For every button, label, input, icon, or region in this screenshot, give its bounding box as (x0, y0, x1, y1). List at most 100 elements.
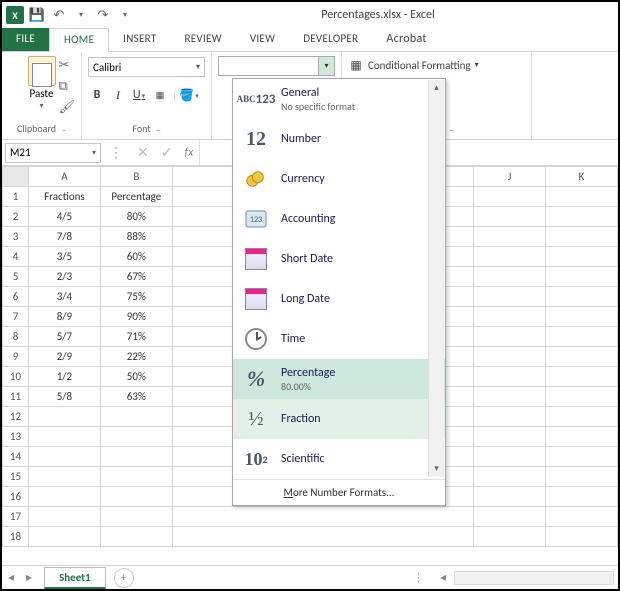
col-header[interactable]: A (29, 167, 101, 187)
cell[interactable] (474, 407, 546, 427)
row-header[interactable]: 7 (3, 307, 29, 327)
tab-file[interactable]: FILE (2, 28, 49, 51)
cell[interactable]: 1/2 (29, 367, 101, 387)
cell[interactable] (546, 267, 618, 287)
cell[interactable] (546, 407, 618, 427)
cell[interactable] (474, 387, 546, 407)
col-header[interactable]: J (474, 167, 546, 187)
cell[interactable] (546, 367, 618, 387)
cell[interactable]: 50% (100, 367, 172, 387)
tab-developer[interactable]: DEVELOPER (289, 28, 372, 51)
undo-dropdown-icon[interactable]: ▾ (72, 6, 90, 24)
cell[interactable]: 67% (100, 267, 172, 287)
nf-item-shortdate[interactable]: Short Date (233, 239, 445, 279)
undo-icon[interactable]: ↶ (50, 6, 68, 24)
row-header[interactable]: 6 (3, 287, 29, 307)
row-header[interactable]: 9 (3, 347, 29, 367)
tab-acrobat[interactable]: Acrobat (372, 28, 440, 51)
cell[interactable] (474, 247, 546, 267)
tab-home[interactable]: HOME (49, 28, 109, 52)
bold-button[interactable]: B (88, 86, 106, 104)
tab-review[interactable]: REVIEW (170, 28, 235, 51)
cell[interactable] (100, 527, 172, 547)
cell[interactable] (474, 527, 546, 547)
cell[interactable]: 2/9 (29, 347, 101, 367)
cell[interactable] (474, 427, 546, 447)
col-header[interactable]: K (546, 167, 618, 187)
cell[interactable] (474, 347, 546, 367)
row-header[interactable]: 18 (3, 527, 29, 547)
cancel-icon[interactable]: ✕ (131, 144, 155, 161)
enter-icon[interactable]: ✓ (155, 144, 179, 161)
conditional-formatting-button[interactable]: ▦ Conditional Formatting ▾ (348, 56, 525, 74)
cell[interactable] (474, 187, 546, 207)
tab-insert[interactable]: INSERT (109, 28, 170, 51)
cell[interactable] (100, 447, 172, 467)
row-header[interactable]: 3 (3, 227, 29, 247)
row-header[interactable]: 17 (3, 507, 29, 527)
select-all-corner[interactable] (3, 167, 29, 187)
cell[interactable]: 4/5 (29, 207, 101, 227)
cell[interactable] (29, 487, 101, 507)
col-header[interactable]: B (100, 167, 172, 187)
cell[interactable] (100, 487, 172, 507)
cell[interactable] (546, 507, 618, 527)
cell[interactable]: 2/3 (29, 267, 101, 287)
cell[interactable] (100, 407, 172, 427)
cell[interactable] (546, 327, 618, 347)
font-name-combo[interactable]: Calibri ▾ (88, 57, 205, 77)
cell[interactable] (474, 507, 546, 527)
fx-icon[interactable]: fx (178, 146, 199, 160)
cell[interactable] (546, 287, 618, 307)
row-header[interactable]: 2 (3, 207, 29, 227)
hscroll-left-icon[interactable]: ◂ (434, 570, 452, 585)
cell[interactable]: 80% (100, 207, 172, 227)
cell[interactable] (546, 227, 618, 247)
cell[interactable] (29, 527, 101, 547)
cell[interactable] (29, 407, 101, 427)
horizontal-scrollbar[interactable] (454, 571, 614, 585)
cell[interactable] (474, 267, 546, 287)
cell[interactable] (29, 467, 101, 487)
cell[interactable]: 8/9 (29, 307, 101, 327)
nf-item-currency[interactable]: Currency (233, 159, 445, 199)
cell[interactable] (474, 487, 546, 507)
cell[interactable] (546, 247, 618, 267)
row-header[interactable]: 15 (3, 467, 29, 487)
cell[interactable] (474, 447, 546, 467)
cell[interactable] (100, 507, 172, 527)
cell[interactable] (100, 467, 172, 487)
format-painter-icon[interactable]: 🖌 (58, 100, 75, 115)
paste-dropdown-icon[interactable]: ▾ (39, 101, 43, 111)
tab-split-handle[interactable]: ⋮ (405, 571, 432, 584)
cell[interactable]: 90% (100, 307, 172, 327)
cell[interactable] (546, 207, 618, 227)
cut-icon[interactable]: ✂ (58, 58, 75, 73)
name-box[interactable]: M21 ▾ (5, 143, 101, 163)
nf-item-fraction[interactable]: ½ Fraction (233, 399, 445, 439)
cell[interactable]: 3/5 (29, 247, 101, 267)
cell[interactable] (546, 307, 618, 327)
cell[interactable] (474, 287, 546, 307)
row-header[interactable]: 8 (3, 327, 29, 347)
cell[interactable] (546, 447, 618, 467)
cell[interactable] (546, 387, 618, 407)
sheet-nav-next-icon[interactable]: ▸ (20, 570, 38, 585)
cell[interactable] (546, 187, 618, 207)
cell[interactable]: 3/4 (29, 287, 101, 307)
cell[interactable]: 22% (100, 347, 172, 367)
row-header[interactable]: 11 (3, 387, 29, 407)
cell[interactable]: 75% (100, 287, 172, 307)
cell[interactable]: Percentage (100, 187, 172, 207)
cell[interactable] (474, 227, 546, 247)
cell[interactable]: 5/7 (29, 327, 101, 347)
scroll-down-icon[interactable]: ▾ (429, 461, 444, 477)
cell[interactable]: 7/8 (29, 227, 101, 247)
number-format-dropdown-icon[interactable]: ▾ (318, 57, 334, 75)
nf-more-formats[interactable]: More Number Formats... (233, 479, 445, 505)
cell[interactable] (546, 427, 618, 447)
nf-item-number[interactable]: 12 Number (233, 119, 445, 159)
tab-view[interactable]: VIEW (236, 28, 289, 51)
number-format-combo[interactable]: ▾ (218, 56, 335, 76)
row-header[interactable]: 13 (3, 427, 29, 447)
